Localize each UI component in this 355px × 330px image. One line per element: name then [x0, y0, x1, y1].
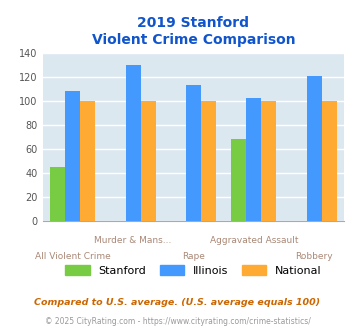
Text: Aggravated Assault: Aggravated Assault	[209, 236, 298, 246]
Text: Murder & Mans...: Murder & Mans...	[94, 236, 172, 246]
Text: © 2025 CityRating.com - https://www.cityrating.com/crime-statistics/: © 2025 CityRating.com - https://www.city…	[45, 317, 310, 326]
Title: 2019 Stanford
Violent Crime Comparison: 2019 Stanford Violent Crime Comparison	[92, 16, 295, 48]
Text: Rape: Rape	[182, 252, 205, 261]
Bar	[80, 101, 95, 221]
Bar	[231, 139, 246, 221]
Text: All Violent Crime: All Violent Crime	[35, 252, 111, 261]
Bar	[307, 76, 322, 221]
Bar	[50, 167, 65, 221]
Bar	[65, 91, 80, 221]
Legend: Stanford, Illinois, National: Stanford, Illinois, National	[61, 260, 326, 280]
Text: Robbery: Robbery	[295, 252, 333, 261]
Bar	[126, 65, 141, 221]
Text: Compared to U.S. average. (U.S. average equals 100): Compared to U.S. average. (U.S. average …	[34, 298, 321, 307]
Bar	[261, 101, 277, 221]
Bar	[201, 101, 216, 221]
Bar	[246, 98, 261, 221]
Bar	[322, 101, 337, 221]
Bar	[186, 85, 201, 221]
Bar	[141, 101, 156, 221]
